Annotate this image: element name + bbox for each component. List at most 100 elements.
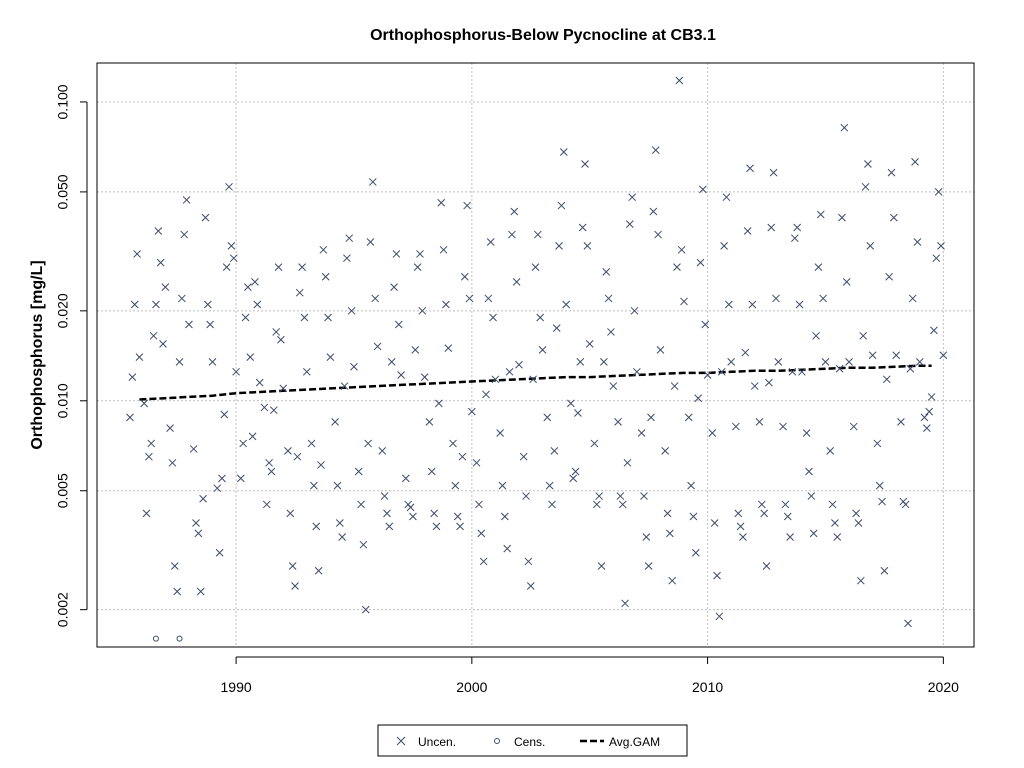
- uncensored-point: [724, 300, 733, 309]
- uncensored-point: [373, 342, 382, 351]
- uncensored-point: [880, 566, 889, 575]
- uncensored-point: [562, 300, 571, 309]
- legend: Uncen. Cens. Avg.GAM: [377, 724, 688, 757]
- uncensored-point: [220, 410, 229, 419]
- uncensored-point: [529, 375, 537, 384]
- uncensored-point: [519, 452, 528, 461]
- uncensored-point: [269, 406, 278, 415]
- uncensored-point: [614, 418, 622, 426]
- uncensored-point: [861, 182, 870, 191]
- y-tick-label: 0.020: [55, 293, 71, 328]
- gam-trend-line: [139, 364, 932, 401]
- uncensored-point: [798, 367, 806, 376]
- uncensored-point: [135, 353, 144, 361]
- uncensored-point: [814, 263, 823, 272]
- uncensored-point: [578, 223, 587, 232]
- uncensored-point: [854, 519, 863, 527]
- uncensored-point: [215, 548, 224, 557]
- uncensored-point: [772, 294, 780, 303]
- uncensored-point: [286, 509, 295, 518]
- uncensored-point: [182, 196, 191, 204]
- uncensored-point: [394, 320, 403, 329]
- uncensored-point: [229, 254, 238, 263]
- uncensored-point: [548, 500, 556, 509]
- uncensored-point: [545, 481, 554, 490]
- uncensored-point: [531, 263, 540, 272]
- uncensored-point: [915, 357, 924, 366]
- uncensored-point: [767, 223, 776, 232]
- uncensored-point: [937, 241, 945, 250]
- uncensored-point: [128, 373, 137, 381]
- uncensored-point: [350, 362, 358, 371]
- uncensored-point: [173, 587, 182, 596]
- uncensored-point: [618, 500, 627, 509]
- uncensored-point: [762, 562, 771, 570]
- data-points: [126, 76, 948, 642]
- y-tick-label: 0.002: [55, 592, 71, 627]
- uncensored-point: [687, 481, 695, 490]
- uncensored-point: [194, 529, 203, 538]
- uncensored-point: [788, 367, 797, 376]
- uncensored-point: [783, 512, 792, 521]
- circle-marker-icon: [494, 738, 500, 744]
- uncensored-point: [717, 367, 726, 376]
- uncensored-point: [343, 254, 351, 263]
- uncensored-point: [567, 399, 575, 408]
- uncensored-point: [147, 439, 156, 448]
- uncensored-point: [496, 429, 504, 437]
- uncensored-point: [647, 413, 655, 422]
- uncensored-point: [887, 168, 896, 177]
- uncensored-point: [498, 481, 507, 490]
- uncensored-point: [472, 458, 481, 467]
- uncensored-point: [406, 503, 415, 512]
- uncensored-point: [882, 375, 891, 384]
- uncensored-point: [236, 474, 245, 483]
- uncensored-point: [552, 324, 561, 333]
- uncensored-point: [463, 201, 471, 210]
- uncensored-point: [208, 357, 217, 366]
- uncensored-point: [479, 557, 488, 566]
- uncensored-point: [557, 201, 566, 210]
- uncensored-point: [484, 294, 493, 303]
- uncensored-point: [246, 353, 255, 361]
- uncensored-point: [746, 164, 754, 173]
- uncensored-point: [130, 300, 139, 309]
- uncensored-point: [694, 394, 703, 403]
- uncensored-point: [277, 335, 285, 344]
- uncensored-point: [838, 213, 846, 222]
- uncensored-point: [816, 210, 825, 219]
- uncensored-point: [628, 193, 637, 202]
- legend-item-gam: Avg.GAM: [580, 735, 660, 749]
- uncensored-point: [765, 378, 773, 387]
- uncensored-point: [703, 371, 712, 379]
- x-tick-label: 2020: [928, 679, 959, 695]
- uncensored-point: [178, 294, 186, 303]
- uncensored-point: [625, 220, 634, 229]
- uncensored-point: [512, 278, 521, 286]
- uncensored-point: [812, 331, 820, 340]
- uncensored-point: [140, 399, 149, 408]
- legend-box: [377, 724, 688, 757]
- uncensored-point: [592, 500, 601, 509]
- uncensored-point: [790, 234, 799, 243]
- uncensored-point: [654, 230, 662, 239]
- uncensored-point: [175, 357, 184, 366]
- uncensored-point: [932, 254, 941, 263]
- uncensored-point: [359, 540, 368, 549]
- uncensored-point: [734, 509, 743, 518]
- uncensored-point: [515, 360, 523, 369]
- uncensored-point: [774, 357, 783, 366]
- uncensored-point: [260, 403, 269, 412]
- uncensored-point: [166, 424, 174, 432]
- uncensored-point: [354, 467, 363, 476]
- uncensored-point: [390, 283, 398, 292]
- uncensored-point: [904, 619, 912, 628]
- uncensored-point: [154, 227, 163, 235]
- uncensored-point: [387, 357, 396, 366]
- uncensored-point: [802, 429, 811, 437]
- uncensored-point: [453, 512, 462, 521]
- uncensored-point: [656, 346, 665, 354]
- uncensored-point: [288, 562, 297, 570]
- uncensored-point: [637, 429, 646, 437]
- uncensored-point: [312, 522, 321, 531]
